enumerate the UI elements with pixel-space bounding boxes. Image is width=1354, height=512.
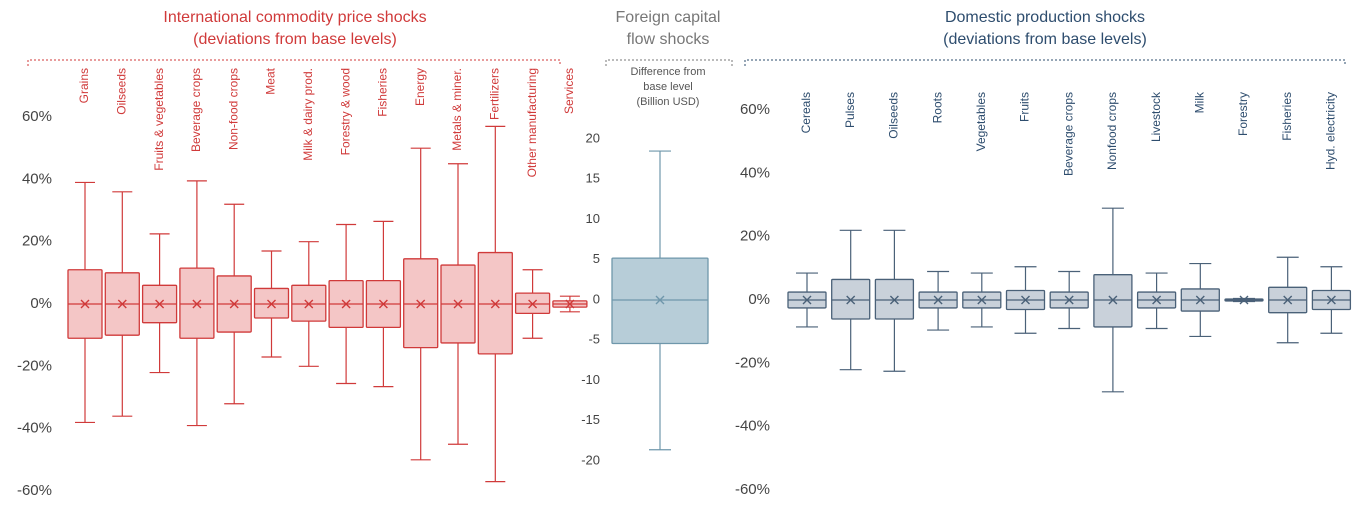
y-tick-label: -60%	[17, 482, 52, 499]
mean-marker	[1195, 295, 1205, 305]
panel-title: Foreign capital	[616, 9, 721, 26]
category-label: Cereals	[799, 92, 813, 133]
category-label: Fertilizers	[487, 68, 501, 120]
mean-marker	[453, 299, 463, 309]
mean-marker	[528, 299, 538, 309]
category-label: Vegetables	[974, 92, 988, 151]
category-label: Fisheries	[1280, 92, 1294, 141]
panel-title: International commodity price shocks	[163, 9, 426, 26]
bracket	[744, 59, 1346, 66]
mean-marker	[1064, 295, 1074, 305]
category-label: Grains	[77, 68, 91, 103]
mean-marker	[1283, 295, 1293, 305]
y-tick-label: 20%	[22, 233, 52, 250]
category-label: Metals & miner.	[450, 68, 464, 151]
y-tick-label: 20%	[740, 228, 770, 245]
mean-marker	[192, 299, 202, 309]
category-label: Milk & dairy prod.	[301, 68, 315, 161]
mean-marker	[1239, 295, 1249, 305]
category-label: Livestock	[1149, 91, 1163, 142]
mean-marker	[341, 299, 351, 309]
mean-marker	[1021, 295, 1030, 305]
y-tick-label: 60%	[22, 108, 52, 125]
y-tick-label: 60%	[740, 101, 770, 118]
y-tick-label: 0%	[30, 295, 52, 312]
category-label: Oilseeds	[114, 68, 128, 115]
y-tick-label: -15	[581, 412, 600, 427]
category-label: Oilseeds	[887, 92, 901, 139]
mean-marker	[1152, 295, 1162, 305]
y-axis-label: (Billion USD)	[637, 96, 700, 108]
category-label: Fruits & vegetables	[152, 68, 166, 171]
bracket	[605, 59, 733, 66]
category-label: Beverage crops	[1061, 92, 1075, 176]
category-label: Forestry & wood	[338, 68, 352, 155]
mean-marker	[155, 299, 165, 309]
category-label: Services	[562, 68, 576, 114]
panel-title: flow shocks	[627, 31, 710, 48]
category-label: Fisheries	[376, 68, 390, 117]
category-label: Milk	[1192, 91, 1206, 113]
y-tick-label: 15	[586, 171, 600, 186]
y-tick-label: -60%	[735, 481, 770, 498]
y-tick-label: 0%	[748, 291, 770, 308]
mean-marker	[977, 295, 987, 305]
category-label: Fruits	[1018, 92, 1032, 122]
mean-marker	[416, 299, 426, 309]
y-tick-label: -5	[588, 332, 600, 347]
y-tick-label: 5	[593, 251, 600, 266]
y-tick-label: 0	[593, 291, 600, 306]
y-tick-label: -20	[581, 452, 600, 467]
mean-marker	[1108, 295, 1118, 305]
mean-marker	[802, 295, 812, 305]
category-label: Beverage crops	[189, 68, 203, 152]
y-tick-label: -10	[581, 372, 600, 387]
category-label: Nonfood crops	[1105, 92, 1119, 170]
mean-marker	[889, 295, 899, 305]
mean-marker	[846, 295, 856, 305]
mean-marker	[565, 299, 575, 309]
panel-title: Domestic production shocks	[945, 9, 1145, 26]
category-label: Energy	[413, 68, 427, 106]
bracket	[27, 59, 561, 66]
y-tick-label: 40%	[740, 164, 770, 181]
y-tick-label: -40%	[17, 420, 52, 437]
mean-marker	[933, 295, 943, 305]
y-axis-label: base level	[643, 81, 693, 93]
panel-subtitle: (deviations from base levels)	[193, 31, 397, 48]
y-tick-label: 20	[586, 130, 600, 145]
mean-marker	[267, 299, 276, 309]
mean-marker	[655, 295, 665, 305]
category-label: Forestry	[1236, 92, 1250, 136]
mean-marker	[378, 299, 388, 309]
mean-marker	[1326, 295, 1336, 305]
y-tick-label: -40%	[735, 418, 770, 435]
category-label: Hyd. electricity	[1324, 92, 1338, 170]
category-label: Pulses	[843, 92, 857, 128]
y-tick-label: -20%	[17, 357, 52, 374]
category-label: Other manufacturing	[525, 68, 539, 177]
mean-marker	[229, 299, 239, 309]
category-label: Roots	[930, 92, 944, 123]
y-tick-label: 40%	[22, 170, 52, 187]
category-label: Meat	[264, 67, 278, 94]
panel-subtitle: (deviations from base levels)	[943, 31, 1147, 48]
mean-marker	[304, 299, 314, 309]
y-axis-label: Difference from	[631, 66, 706, 78]
category-label: Non-food crops	[226, 68, 240, 150]
mean-marker	[117, 299, 127, 309]
mean-marker	[80, 299, 90, 309]
mean-marker	[490, 299, 500, 309]
y-tick-label: -20%	[735, 354, 770, 371]
y-tick-label: 10	[586, 211, 600, 226]
